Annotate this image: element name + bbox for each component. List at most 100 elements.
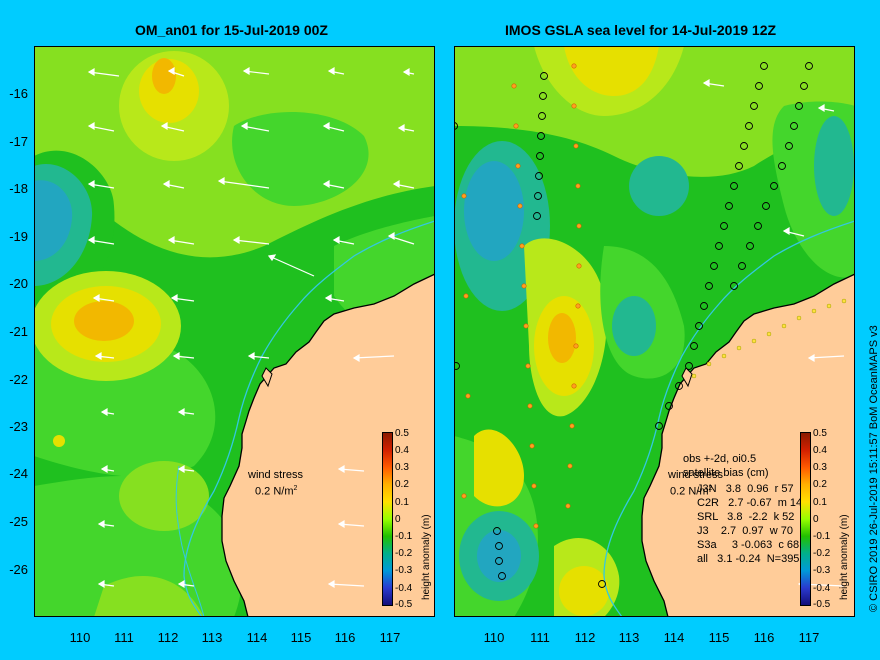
x-tick-label: 115 xyxy=(708,630,730,645)
map-frame xyxy=(454,46,855,617)
stats-row: SRL 3.8 -2.2 k 52 xyxy=(697,511,795,523)
colorbar-tick: 0.3 xyxy=(395,462,409,473)
field-region xyxy=(814,116,854,216)
satellite-track-points xyxy=(454,62,813,588)
colorbar-tick: -0.4 xyxy=(395,583,413,594)
field-region xyxy=(474,429,524,507)
colorbar-tick: 0 xyxy=(813,514,819,525)
right-map-panel[interactable] xyxy=(454,46,855,617)
x-tick-label: 116 xyxy=(334,630,356,645)
colorbar-tick: 0.5 xyxy=(813,428,827,439)
field-region xyxy=(464,161,524,261)
left-map-title: OM_an01 for 15-Jul-2019 00Z xyxy=(135,22,328,38)
wind-arrows xyxy=(87,66,415,589)
wind-stress-unit-exponent: 2 xyxy=(293,485,298,492)
y-tick-label: -20 xyxy=(9,276,28,291)
colorbar-tick: -0.5 xyxy=(813,599,831,610)
stats-row: C2R 2.7 -0.67 m 14 xyxy=(697,497,803,509)
field-region xyxy=(34,180,73,261)
stats-row: S3a 3 -0.063 c 68 xyxy=(697,539,800,551)
field-region xyxy=(629,156,689,216)
field-region xyxy=(94,576,204,617)
stats-row: J3N 3.8 0.96 r 57 xyxy=(697,483,794,495)
field-region xyxy=(559,566,609,616)
x-tick-label: 111 xyxy=(114,630,134,645)
field-region xyxy=(119,461,209,531)
colorbar-tick: 0.1 xyxy=(813,497,827,508)
isobath-line xyxy=(175,465,205,617)
y-tick-label: -17 xyxy=(9,134,28,149)
x-tick-label: 113 xyxy=(201,630,223,645)
right-map-title: IMOS GSLA sea level for 14-Jul-2019 12Z xyxy=(505,22,777,38)
x-tick-label: 112 xyxy=(157,630,179,645)
colorbar-tick: -0.3 xyxy=(813,565,831,576)
field-region xyxy=(74,301,134,341)
x-tick-label: 113 xyxy=(618,630,640,645)
field-region xyxy=(548,313,576,363)
colorbar-tick: -0.2 xyxy=(813,548,831,559)
x-tick-label: 117 xyxy=(379,630,401,645)
x-tick-label: 110 xyxy=(69,630,91,645)
field-region xyxy=(564,46,659,96)
colorbar-tick: 0.1 xyxy=(395,497,409,508)
stats-header-2: satellite bias (cm) xyxy=(683,467,769,479)
field-region xyxy=(477,530,521,582)
isobath-line xyxy=(183,220,435,617)
wind-stress-value: 0.2 N/m xyxy=(670,485,709,498)
colorbar-gradient xyxy=(382,432,393,606)
x-tick-label: 116 xyxy=(753,630,775,645)
land-mass xyxy=(221,273,435,617)
colorbar-tick: -0.5 xyxy=(395,599,413,610)
wind-stress-label: wind stress xyxy=(248,469,304,481)
stats-row: all 3.1 -0.24 N=395 xyxy=(697,553,800,565)
colorbar-tick: 0.2 xyxy=(813,479,827,490)
wind-stress-label: wind stress xyxy=(668,469,724,481)
x-tick-label: 115 xyxy=(290,630,312,645)
wind-stress-value: 0.2 N/m xyxy=(255,485,294,498)
colorbar-gradient xyxy=(800,432,811,606)
colorbar-tick: 0.2 xyxy=(395,479,409,490)
colorbar-label: height anomaly (m) xyxy=(839,514,850,600)
stats-row: J3 2.7 0.97 w 70 xyxy=(697,525,794,537)
x-tick-label: 110 xyxy=(483,630,505,645)
colorbar-tick: -0.1 xyxy=(395,531,413,542)
x-tick-label: 111 xyxy=(530,630,550,645)
y-tick-label: -19 xyxy=(9,229,28,244)
satellite-track-points xyxy=(691,298,847,379)
left-map-canvas[interactable] xyxy=(34,46,435,617)
y-tick-label: -25 xyxy=(9,514,28,529)
left-map-panel[interactable] xyxy=(34,46,435,617)
credit-line: © CSIRO 2019 26-Jul-2019 15:11:57 BoM Oc… xyxy=(868,325,880,612)
x-tick-label: 114 xyxy=(663,630,685,645)
y-tick-label: -26 xyxy=(9,562,28,577)
y-tick-label: -24 xyxy=(9,466,28,481)
colorbar-tick: 0.5 xyxy=(395,428,409,439)
colorbar-tick: 0.4 xyxy=(395,445,409,456)
isobath-line xyxy=(603,220,855,617)
colorbar-tick: 0.4 xyxy=(813,445,827,456)
field-region xyxy=(612,296,656,356)
y-tick-label: -18 xyxy=(9,181,28,196)
right-map-canvas[interactable] xyxy=(454,46,855,617)
field-region xyxy=(53,435,65,447)
field-region xyxy=(152,58,176,94)
x-tick-label: 117 xyxy=(798,630,820,645)
x-tick-label: 114 xyxy=(246,630,268,645)
land-mass xyxy=(261,367,273,388)
wind-stress-scale: 0.2 N/m2 xyxy=(255,482,297,499)
land-mass xyxy=(681,367,693,388)
field-region xyxy=(232,112,369,206)
map-frame xyxy=(34,46,435,617)
y-tick-label: -22 xyxy=(9,372,28,387)
colorbar-label: height anomaly (m) xyxy=(421,514,432,600)
y-tick-label: -23 xyxy=(9,419,28,434)
colorbar-tick: -0.1 xyxy=(813,531,831,542)
colorbar-tick: -0.4 xyxy=(813,583,831,594)
satellite-track-points xyxy=(461,63,582,529)
stats-header-1: obs +-2d, oi0.5 xyxy=(683,453,757,465)
y-tick-label: -21 xyxy=(9,324,28,339)
wind-stress-unit-exponent: 2 xyxy=(708,485,713,492)
colorbar-tick: 0 xyxy=(395,514,401,525)
colorbar-tick: -0.3 xyxy=(395,565,413,576)
y-tick-label: -16 xyxy=(9,86,28,101)
